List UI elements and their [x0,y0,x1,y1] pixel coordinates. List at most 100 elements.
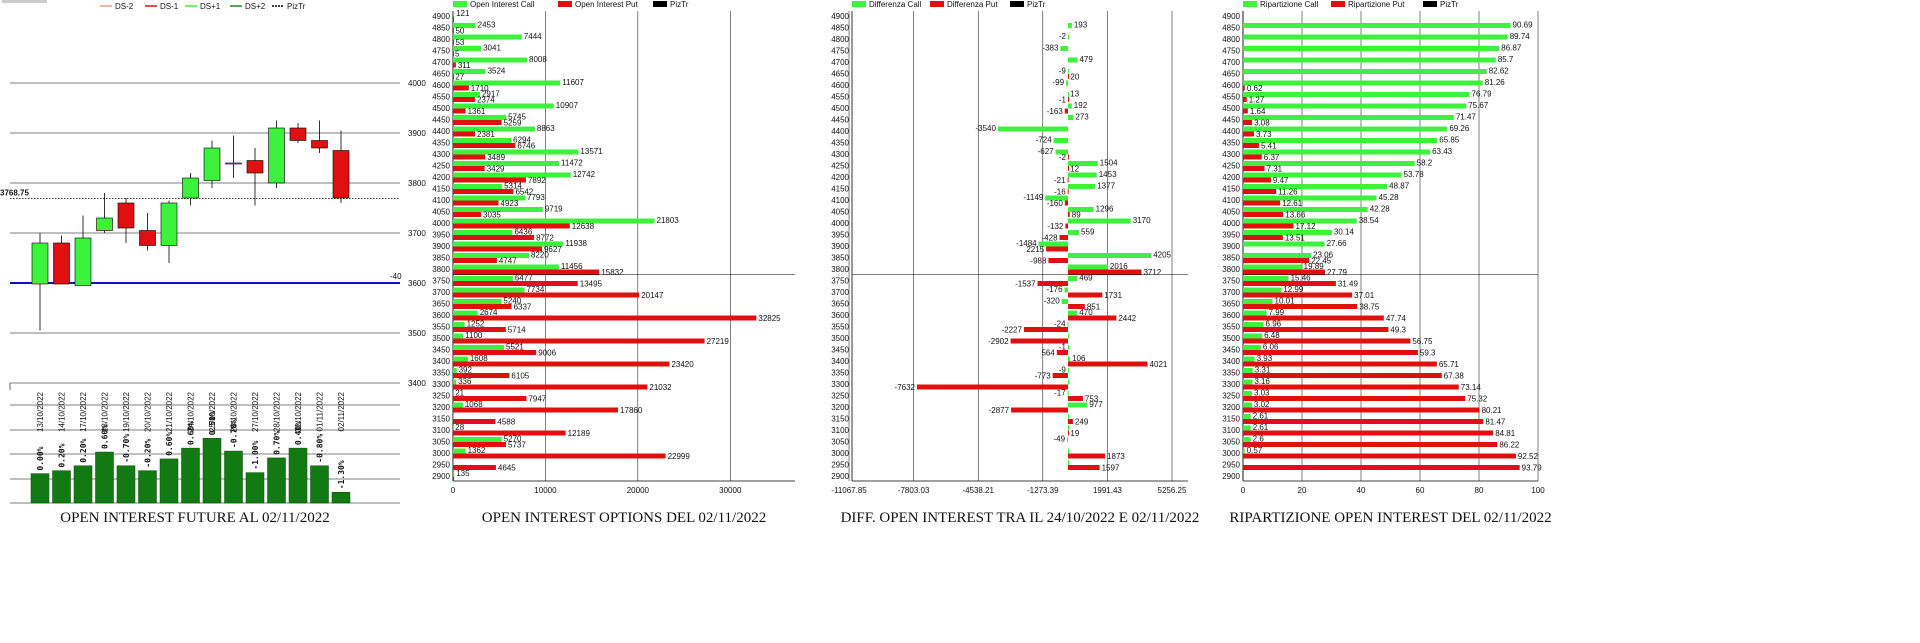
call-label: 85.7 [1498,55,1514,64]
call-label: 336 [458,377,472,386]
put-bar [453,62,456,68]
x-tick-label: 02/11/2022 [337,391,346,431]
call-bar [1243,172,1402,178]
put-bar [1068,361,1148,367]
legend-label: DS+2 [245,2,266,11]
call-label: 977 [1089,400,1103,409]
put-label: 5714 [508,326,526,335]
put-label: 89 [1072,211,1081,220]
put-label: 4645 [498,464,516,473]
call-bar [1068,230,1080,235]
put-bar [453,476,454,482]
percent-label: 0.50% [208,411,217,435]
percent-label: 0.60% [187,421,196,445]
put-label: 49.3 [1390,326,1406,335]
put-label: 17860 [620,406,643,415]
strike-label: 3900 [1222,242,1240,251]
call-label: 5314 [504,182,522,191]
call-bar [453,172,571,178]
call-bar [1068,184,1096,189]
strike-label: 3500 [1222,334,1240,343]
strike-label: 2900 [831,472,849,481]
strike-label: 3350 [432,369,450,378]
legend-label: DS+1 [200,2,221,11]
put-bar [453,200,499,206]
put-bar [1243,442,1498,447]
put-bar [453,39,454,45]
put-bar [1068,166,1069,171]
percent-label: -0.20% [144,439,153,468]
put-label: 0.62 [1247,84,1263,93]
x-tick-label: -7803.03 [898,486,930,495]
call-bar [1067,437,1069,442]
put-bar [1243,120,1253,125]
put-bar [453,407,619,413]
put-label: 7.31 [1267,165,1283,174]
strike-label: 4500 [831,104,849,113]
strike-label: 3850 [831,254,849,263]
call-label: 273 [1075,113,1089,122]
call-label: 69.26 [1449,124,1470,133]
put-bar [1067,177,1069,183]
call-label: 559 [1081,228,1095,237]
put-bar [453,235,535,240]
put-bar [453,315,757,321]
call-label: 63.43 [1432,147,1453,156]
strike-label: 4650 [1222,70,1240,79]
put-bar [1059,235,1068,240]
y-tick-label: 4000 [408,79,426,88]
call-bar [453,184,503,189]
percent-bar [181,447,200,504]
call-bar [1067,368,1069,373]
call-label: 6.96 [1266,320,1282,329]
put-label: 50 [455,27,464,36]
put-bar [1243,143,1259,148]
strike-label: 3950 [1222,231,1240,240]
call-label: 11456 [561,262,583,271]
chart-title: OPEN INTEREST OPTIONS DEL 02/11/2022 [482,510,766,526]
call-bar [1243,379,1253,385]
call-bar [453,368,457,373]
put-bar [453,177,526,183]
put-label: -2 [1059,153,1067,162]
strike-label: 3750 [831,277,849,286]
call-bar [453,149,579,155]
call-label: 30.14 [1334,228,1355,237]
put-bar [1243,189,1277,194]
call-bar [453,460,454,465]
call-bar [1243,368,1253,373]
put-label: 27.79 [1327,268,1348,277]
put-label: 86.22 [1499,441,1520,450]
call-label: 8220 [531,251,549,260]
strike-label: 3250 [432,392,450,401]
strike-label: 4900 [831,12,849,21]
put-bar [453,281,578,286]
call-bar [1068,161,1098,166]
call-label: -320 [1044,297,1061,306]
put-bar [453,223,570,229]
strike-label: 3700 [831,288,849,297]
strike-label: 3650 [831,300,849,309]
call-label: 1504 [1100,159,1118,168]
strike-label: 4200 [432,173,450,182]
call-label: 192 [1074,101,1088,110]
call-label: -176 [1047,285,1064,294]
put-bar [1243,177,1271,183]
call-label: 9719 [545,205,563,214]
candle-body [311,140,328,149]
strike-label: 4300 [1222,150,1240,159]
call-label: -17 [1054,389,1066,398]
strike-label: 3750 [1222,277,1240,286]
put-label: 2442 [1118,314,1136,323]
call-label: 6.48 [1264,331,1280,340]
strike-label: 4450 [831,116,849,125]
strike-label: 3100 [432,426,450,435]
strike-label: 3600 [831,311,849,320]
call-label: 38.54 [1359,216,1380,225]
call-bar [1068,276,1078,281]
put-label: 3429 [487,165,505,174]
put-bar [453,28,454,33]
call-label: 1296 [1096,205,1114,214]
call-bar [1067,69,1069,74]
put-bar [1243,97,1247,102]
